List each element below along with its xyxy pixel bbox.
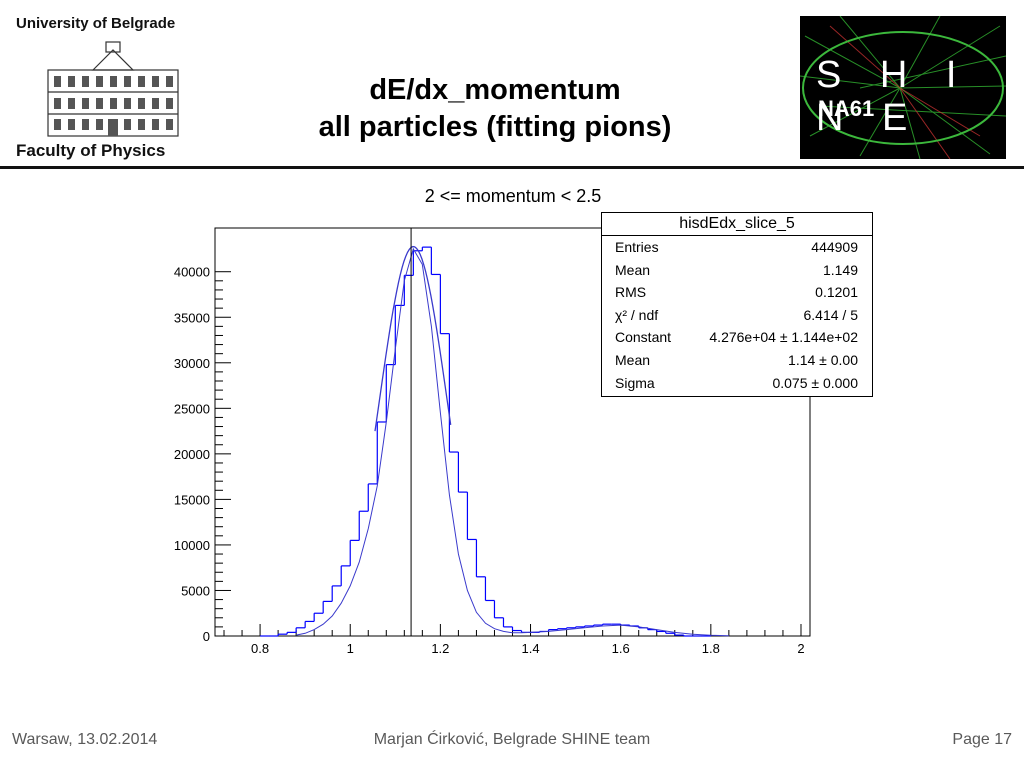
stats-label: χ² / ndf — [615, 306, 659, 323]
university-building-icon — [47, 41, 179, 137]
stats-label: Constant — [615, 329, 672, 346]
y-tick-label: 25000 — [174, 401, 210, 416]
slide-title: dE/dx_momentum all particles (fitting pi… — [230, 72, 760, 146]
stats-label: Mean — [615, 351, 651, 368]
stats-row-constant: Constant 4.276e+04 ± 1.144e+02 — [602, 326, 872, 349]
y-tick-label: 40000 — [174, 265, 210, 280]
stats-row-fit-mean: Mean 1.14 ± 0.00 — [602, 349, 872, 372]
shine-logo-text: S H I N E — [816, 54, 971, 139]
gaussian-fit-curve — [374, 245, 452, 432]
stats-label: Sigma — [615, 374, 655, 391]
chart-title: 2 <= momentum < 2.5 — [425, 186, 602, 206]
stats-row-chi2: χ² / ndf 6.414 / 5 — [602, 304, 872, 327]
x-tick-label: 1 — [347, 641, 354, 656]
x-tick-label: 1.8 — [702, 641, 720, 656]
shine-logo: S H I N E NA61 — [800, 16, 1006, 159]
chart-svg: 2 <= momentum < 2.5 0 5000 10000 15000 20000… — [174, 186, 811, 656]
background-curve — [296, 247, 729, 637]
faculty-name: Faculty of Physics — [16, 141, 166, 160]
stats-row-sigma: Sigma 0.075 ± 0.000 — [602, 372, 872, 395]
slide-title-line2: all particles (fitting pions) — [318, 111, 672, 143]
x-tick-label: 0.8 — [251, 641, 269, 656]
stats-box-title: hisdEdx_slice_5 — [602, 213, 872, 236]
x-tick-label: 1.4 — [521, 641, 539, 656]
x-tick-label: 1.6 — [612, 641, 630, 656]
stats-label: Entries — [615, 239, 659, 255]
histogram-chart: 2 <= momentum < 2.5 0 5000 10000 15000 20000… — [150, 180, 890, 670]
header-divider — [0, 166, 1024, 169]
footer-author: Marjan Ćirković, Belgrade SHINE team — [373, 731, 651, 748]
stats-row-mean: Mean 1.149 — [602, 259, 872, 282]
stats-row-rms: RMS 0.1201 — [602, 281, 872, 304]
stats-value: 0.1201 — [815, 284, 858, 301]
particle-tracks-icon — [800, 16, 1006, 159]
stats-value: 0.075 ± 0.000 — [772, 374, 858, 391]
y-tick-label: 5000 — [181, 583, 210, 598]
stats-label: RMS — [615, 284, 647, 301]
y-tick-label: 35000 — [174, 310, 210, 325]
y-tick-label: 30000 — [174, 356, 210, 371]
na61-logo-text: NA61 — [818, 96, 875, 121]
footer-page-number: Page 17 — [952, 731, 1012, 748]
stats-value: 444909 — [811, 239, 858, 255]
stats-box: hisdEdx_slice_5 Entries 444909 Mean 1.149 … — [601, 212, 873, 397]
stats-value: 1.14 ± 0.00 — [788, 351, 858, 368]
x-tick-label: 2 — [797, 641, 804, 656]
stats-label: Mean — [615, 261, 651, 278]
y-tick-label: 15000 — [174, 492, 210, 507]
x-tick-label: 1.2 — [431, 641, 449, 656]
stats-value: 4.276e+04 ± 1.144e+02 — [709, 329, 858, 346]
university-name: University of Belgrade — [16, 15, 176, 32]
stats-value: 6.414 / 5 — [803, 306, 859, 323]
y-tick-label: 20000 — [174, 447, 210, 462]
y-tick-label: 10000 — [174, 538, 210, 553]
stats-value: 1.149 — [822, 261, 858, 278]
y-tick-label: 0 — [203, 629, 210, 644]
slide-title-line1: dE/dx_momentum — [369, 74, 621, 106]
footer-location-date: Warsaw, 13.02.2014 — [12, 731, 158, 748]
university-logo: University of Belgrade Faculty of Physic… — [10, 8, 210, 166]
stats-row-entries: Entries 444909 — [602, 236, 872, 259]
